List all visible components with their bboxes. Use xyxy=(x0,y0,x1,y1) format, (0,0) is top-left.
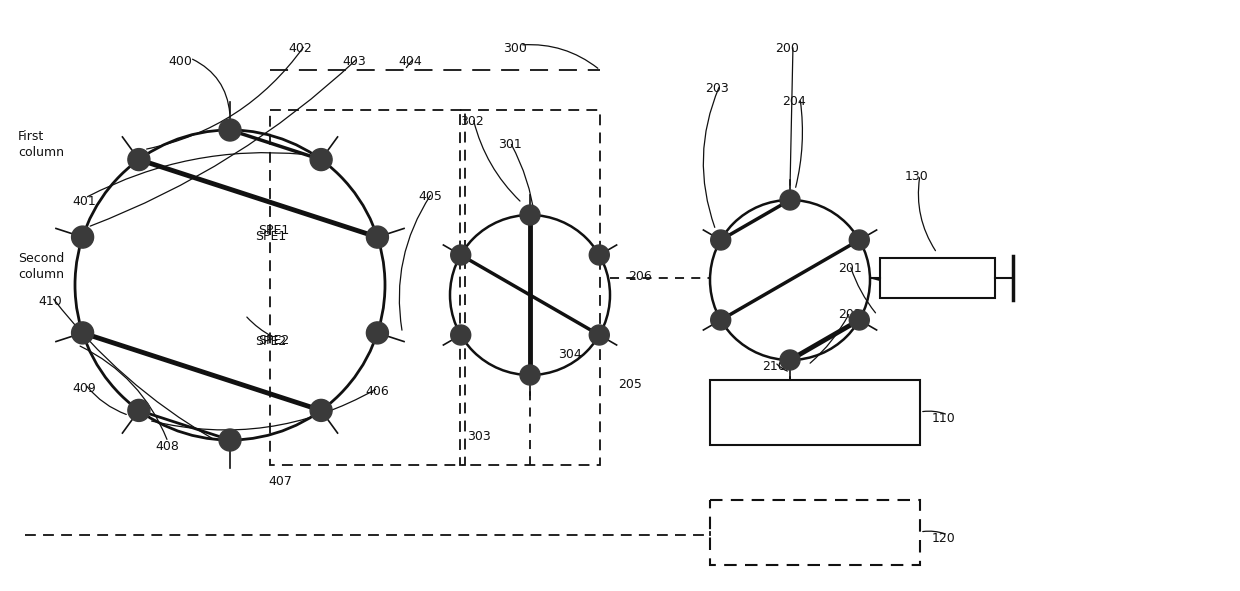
Circle shape xyxy=(310,148,332,171)
Text: 404: 404 xyxy=(398,55,422,68)
Text: 120: 120 xyxy=(932,532,956,545)
Text: 407: 407 xyxy=(268,475,291,488)
Circle shape xyxy=(219,119,241,141)
Text: SPE1: SPE1 xyxy=(255,230,286,243)
Bar xyxy=(270,110,465,465)
Text: 300: 300 xyxy=(503,42,527,55)
Circle shape xyxy=(128,400,150,421)
Circle shape xyxy=(450,245,471,265)
Text: 405: 405 xyxy=(418,190,441,203)
Text: 406: 406 xyxy=(365,385,389,398)
Text: SPE2: SPE2 xyxy=(255,335,286,348)
Circle shape xyxy=(589,325,609,345)
Text: 130: 130 xyxy=(905,170,929,183)
Text: 409: 409 xyxy=(72,382,95,395)
Text: 302: 302 xyxy=(460,115,484,128)
Circle shape xyxy=(310,400,332,421)
Text: 402: 402 xyxy=(288,42,311,55)
Text: 203: 203 xyxy=(706,82,729,95)
Text: 303: 303 xyxy=(467,430,491,443)
Circle shape xyxy=(520,365,539,385)
Circle shape xyxy=(780,190,800,210)
Bar xyxy=(711,380,920,445)
Text: SPE2: SPE2 xyxy=(258,333,289,346)
Text: 304: 304 xyxy=(558,348,582,361)
Text: 200: 200 xyxy=(775,42,799,55)
Text: 301: 301 xyxy=(498,138,522,151)
Circle shape xyxy=(72,322,93,344)
Circle shape xyxy=(849,230,869,250)
Text: 410: 410 xyxy=(38,295,62,308)
Text: 210: 210 xyxy=(763,360,786,373)
Circle shape xyxy=(520,205,539,225)
Circle shape xyxy=(450,325,471,345)
Text: 206: 206 xyxy=(627,270,652,283)
Text: Second
column: Second column xyxy=(19,252,64,281)
Text: SPE1: SPE1 xyxy=(258,223,289,236)
Text: 205: 205 xyxy=(618,378,642,391)
Text: First
column: First column xyxy=(19,130,64,159)
Circle shape xyxy=(589,245,609,265)
Circle shape xyxy=(366,226,388,248)
Text: 400: 400 xyxy=(167,55,192,68)
Circle shape xyxy=(711,230,730,250)
Circle shape xyxy=(128,148,150,171)
Circle shape xyxy=(72,226,93,248)
Text: 408: 408 xyxy=(155,440,179,453)
Circle shape xyxy=(711,310,730,330)
Circle shape xyxy=(780,350,800,370)
Text: 204: 204 xyxy=(782,95,806,108)
Bar xyxy=(711,500,920,565)
Circle shape xyxy=(849,310,869,330)
Circle shape xyxy=(219,429,241,451)
Bar xyxy=(460,110,600,465)
Circle shape xyxy=(366,322,388,344)
Text: 201: 201 xyxy=(838,262,862,275)
Text: 110: 110 xyxy=(932,412,956,425)
Bar xyxy=(880,258,994,298)
Text: 202: 202 xyxy=(838,308,862,321)
Text: 403: 403 xyxy=(342,55,366,68)
Text: 401: 401 xyxy=(72,195,95,208)
